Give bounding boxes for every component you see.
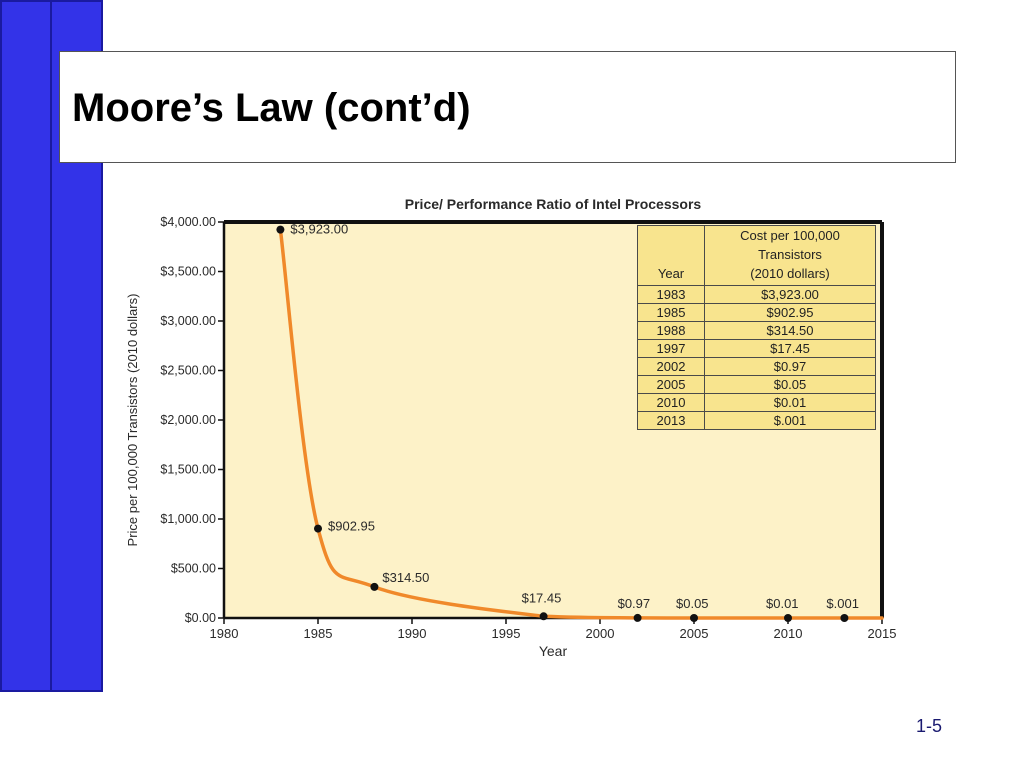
table-cell-cost: $.001 — [704, 411, 876, 430]
chart-title: Price/ Performance Ratio of Intel Proces… — [405, 196, 702, 212]
table-cell-cost: $17.45 — [704, 339, 876, 358]
table-header-year: Year — [637, 225, 705, 286]
y-tick-label: $1,500.00 — [160, 463, 216, 477]
data-label: $314.50 — [382, 570, 429, 585]
y-tick-label: $3,000.00 — [160, 314, 216, 328]
table-cell-year: 2002 — [637, 357, 705, 376]
table-cell-year: 1985 — [637, 303, 705, 322]
data-point — [840, 613, 849, 622]
y-tick-label: $500.00 — [171, 562, 216, 576]
data-point — [539, 612, 548, 621]
table-header-cost-line1: Cost per 100,000 — [740, 228, 840, 243]
x-tick-label: 1980 — [210, 626, 239, 641]
data-point — [370, 582, 379, 591]
data-label: $0.01 — [766, 596, 799, 611]
data-point — [276, 225, 285, 234]
y-tick-label: $2,000.00 — [160, 413, 216, 427]
table-row: 2005 $0.05 — [637, 375, 876, 394]
data-label: $3,923.00 — [290, 222, 348, 237]
y-tick-label: $1,000.00 — [160, 512, 216, 526]
accent-strip — [0, 0, 52, 692]
data-label: $0.97 — [618, 596, 651, 611]
table-cell-cost: $0.97 — [704, 357, 876, 376]
data-label: $.001 — [826, 596, 859, 611]
table-row: 1988 $314.50 — [637, 321, 876, 340]
price-curve — [278, 227, 884, 620]
x-axis-label: Year — [539, 643, 568, 659]
y-tick-label: $0.00 — [185, 611, 216, 625]
x-tick-label: 2005 — [680, 626, 709, 641]
x-tick-label: 1995 — [492, 626, 521, 641]
data-point — [690, 613, 698, 622]
data-label: $0.05 — [676, 596, 709, 611]
table-header-cost: Cost per 100,000 Transistors (2010 dolla… — [704, 225, 876, 286]
table-row: 2002 $0.97 — [637, 357, 876, 376]
table-cell-year: 1988 — [637, 321, 705, 340]
slide-title: Moore’s Law (cont’d) — [72, 86, 471, 130]
y-axis-label: Price per 100,000 Transistors (2010 doll… — [125, 294, 140, 547]
data-point — [314, 524, 322, 533]
y-tick-label: $4,000.00 — [160, 215, 216, 229]
table-cell-year: 1997 — [637, 339, 705, 358]
table-cell-cost: $3,923.00 — [704, 285, 876, 304]
data-point — [633, 613, 642, 622]
data-label: $17.45 — [522, 590, 562, 605]
title-box: Moore’s Law (cont’d) — [59, 51, 956, 163]
cost-table: Year Cost per 100,000 Transistors (2010 … — [637, 225, 876, 430]
y-tick-label: $2,500.00 — [160, 364, 216, 378]
data-point — [784, 613, 792, 622]
table-row: 1983 $3,923.00 — [637, 285, 876, 304]
table-header-cost-line2: Transistors — [758, 247, 822, 262]
slide-number: 1-5 — [916, 716, 943, 736]
table-cell-cost: $902.95 — [704, 303, 876, 322]
table-cell-year: 1983 — [637, 285, 705, 304]
table-cell-year: 2005 — [637, 375, 705, 394]
table-row: 1985 $902.95 — [637, 303, 876, 322]
table-cell-year: 2010 — [637, 393, 705, 412]
table-row: 2013 $.001 — [637, 411, 876, 430]
data-label: $902.95 — [328, 519, 375, 534]
x-tick-label: 2000 — [586, 626, 615, 641]
table-cell-cost: $0.01 — [704, 393, 876, 412]
y-tick-label: $3,500.00 — [160, 265, 216, 279]
x-tick-label: 2015 — [868, 626, 897, 641]
table-cell-cost: $314.50 — [704, 321, 876, 340]
table-cell-year: 2013 — [637, 411, 705, 430]
table-row: 1997 $17.45 — [637, 339, 876, 358]
table-cell-cost: $0.05 — [704, 375, 876, 394]
x-tick-label: 2010 — [774, 626, 803, 641]
table-header-row: Year Cost per 100,000 Transistors (2010 … — [637, 225, 876, 286]
table-header-cost-line3: (2010 dollars) — [750, 266, 830, 281]
x-tick-label: 1990 — [398, 626, 427, 641]
table-row: 2010 $0.01 — [637, 393, 876, 412]
x-tick-label: 1985 — [304, 626, 333, 641]
